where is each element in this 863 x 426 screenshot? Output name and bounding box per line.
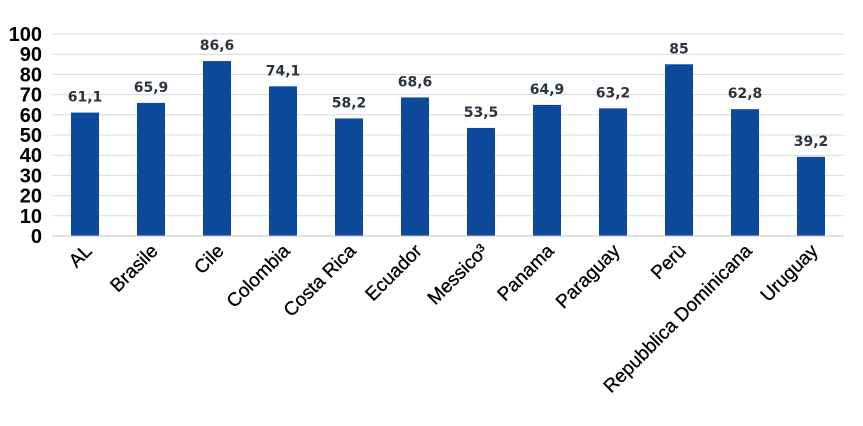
data-label: 85: [669, 41, 688, 57]
bar: [467, 127, 495, 236]
category-label: Panama: [494, 240, 559, 305]
bar: [599, 108, 627, 236]
y-tick-label: 40: [20, 145, 42, 167]
data-label: 62,8: [728, 86, 763, 102]
y-tick-label: 20: [20, 186, 42, 208]
category-label: Uruguay: [757, 240, 823, 306]
data-label: 74,1: [266, 63, 301, 79]
y-tick-label: 100: [9, 24, 42, 46]
y-tick-label: 90: [20, 44, 42, 66]
bar: [203, 61, 231, 237]
bar: [71, 112, 99, 236]
bar: [665, 64, 693, 236]
bar: [269, 86, 297, 237]
data-label: 39,2: [794, 134, 829, 150]
gridlines: [52, 33, 844, 217]
bar: [335, 118, 363, 236]
data-label: 86,6: [200, 38, 235, 54]
category-label: Messico³: [424, 241, 493, 310]
bar: [401, 97, 429, 236]
y-tick-label: 70: [20, 85, 42, 107]
y-tick-label: 80: [20, 64, 42, 86]
y-tick-label: 60: [20, 105, 42, 127]
category-label: Paraguay: [552, 240, 625, 313]
bars: [71, 61, 825, 237]
data-label: 64,9: [530, 82, 565, 98]
data-label: 68,6: [398, 74, 433, 90]
bar: [731, 109, 759, 236]
data-label: 58,2: [332, 95, 367, 111]
bar: [533, 104, 561, 236]
category-label: Brasile: [107, 241, 163, 297]
category-label: Cile: [191, 241, 229, 279]
bar: [137, 102, 165, 236]
category-label: Ecuador: [362, 240, 427, 305]
data-labels: 61,1 65,9 86,6 74,1 58,2 68,6 53,5 64,9 63,2 85 62…: [68, 38, 829, 150]
y-tick-label: 50: [20, 125, 42, 147]
data-label: 61,1: [68, 90, 103, 106]
category-label: Costa Rica: [280, 240, 361, 321]
y-tick-label: 0: [31, 226, 42, 248]
bar: [797, 156, 825, 236]
category-label: Perù: [647, 241, 690, 284]
y-tick-label: 30: [20, 165, 42, 187]
data-label: 65,9: [134, 80, 169, 96]
category-label: AL: [65, 241, 96, 272]
data-label: 63,2: [596, 85, 631, 101]
data-label: 53,5: [464, 105, 499, 121]
y-tick-label: 10: [20, 206, 42, 228]
